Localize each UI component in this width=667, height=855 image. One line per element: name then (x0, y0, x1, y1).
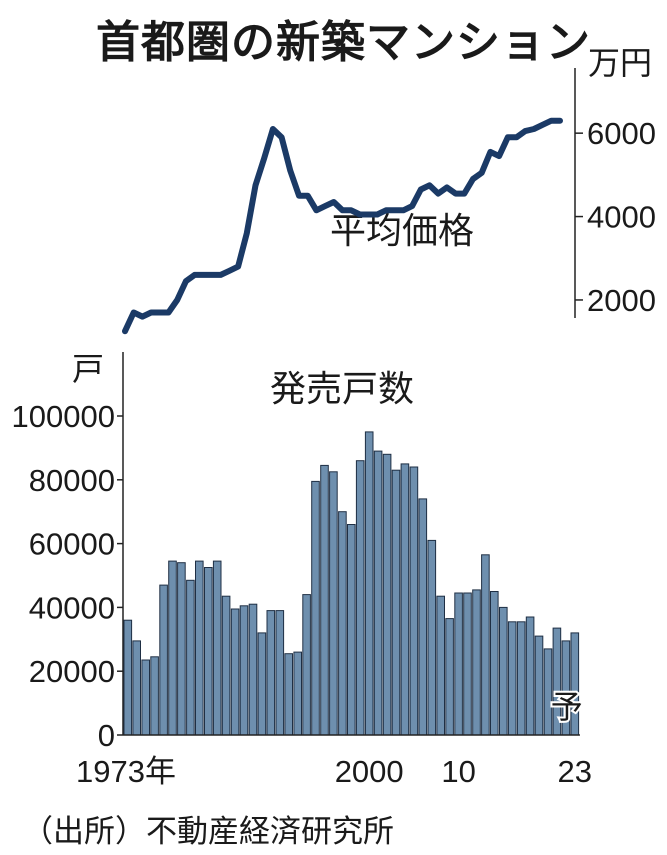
price-unit-label: 万円 (588, 44, 653, 82)
units-series-label: 発売戸数 (270, 369, 415, 410)
units-bar (445, 618, 454, 736)
units-bar (436, 595, 445, 736)
units-bar (418, 498, 428, 736)
units-tick-label: 0 (98, 718, 115, 753)
units-tick-label: 60000 (29, 527, 115, 562)
year-tick-label: 1973年 (76, 754, 176, 789)
units-tick-label: 80000 (29, 463, 115, 498)
units-bar (364, 431, 374, 736)
units-bar (355, 460, 365, 736)
units-bar (230, 608, 240, 736)
units-bar (320, 464, 329, 736)
units-bar (481, 554, 490, 736)
units-bar (454, 592, 463, 736)
units-tick-label: 40000 (29, 590, 115, 625)
price-line (122, 117, 563, 335)
units-bar (123, 619, 133, 736)
units-bar (382, 453, 392, 736)
units-bar (284, 653, 293, 736)
year-tick-label: 10 (441, 754, 475, 789)
year-tick-label: 2000 (335, 754, 404, 789)
units-bar (534, 635, 544, 736)
units-bar (275, 610, 285, 736)
price-tick-label: 6000 (587, 116, 656, 151)
units-bar (257, 632, 267, 736)
year-tick-label: 23 (558, 754, 592, 789)
units-bar (463, 592, 472, 736)
units-bar (525, 616, 535, 736)
units-bar (373, 450, 383, 736)
forecast-label: 予 (551, 688, 583, 726)
units-bar (490, 591, 499, 736)
units-bar (347, 524, 356, 736)
units-bar (507, 621, 517, 736)
price-tick-label: 2000 (587, 283, 656, 318)
units-bar (168, 560, 177, 736)
figure-title: 首都圏の新築マンション (96, 17, 591, 68)
units-tick-label: 20000 (29, 654, 115, 689)
units-bar (311, 480, 320, 736)
units-bar (499, 606, 508, 736)
units-bar (391, 469, 401, 736)
units-unit-label: 戸 (72, 350, 105, 388)
units-bar (177, 562, 186, 736)
units-bar (427, 539, 437, 736)
price-tick-label: 4000 (587, 200, 656, 235)
units-bar (195, 560, 204, 736)
units-bar (186, 579, 195, 736)
units-bar (150, 656, 159, 736)
units-bar (132, 640, 141, 736)
units-bar (221, 595, 231, 736)
units-bar (329, 471, 338, 736)
units-bar (472, 589, 481, 736)
units-bar (338, 511, 347, 736)
units-bar (266, 610, 276, 736)
units-bar (516, 621, 526, 736)
units-bar (204, 567, 213, 736)
units-bar (239, 605, 249, 736)
units-bar (293, 651, 302, 736)
units-bar (159, 584, 168, 736)
units-bar (409, 466, 419, 736)
units-bar (400, 463, 410, 736)
price-series-label: 平均価格 (330, 211, 475, 252)
units-bar (212, 560, 222, 736)
source-note: （出所）不動産経済研究所 (22, 814, 394, 850)
units-tick-label: 100000 (12, 399, 115, 434)
units-bar (141, 659, 150, 736)
units-bar (302, 594, 311, 736)
units-bar (248, 603, 258, 736)
